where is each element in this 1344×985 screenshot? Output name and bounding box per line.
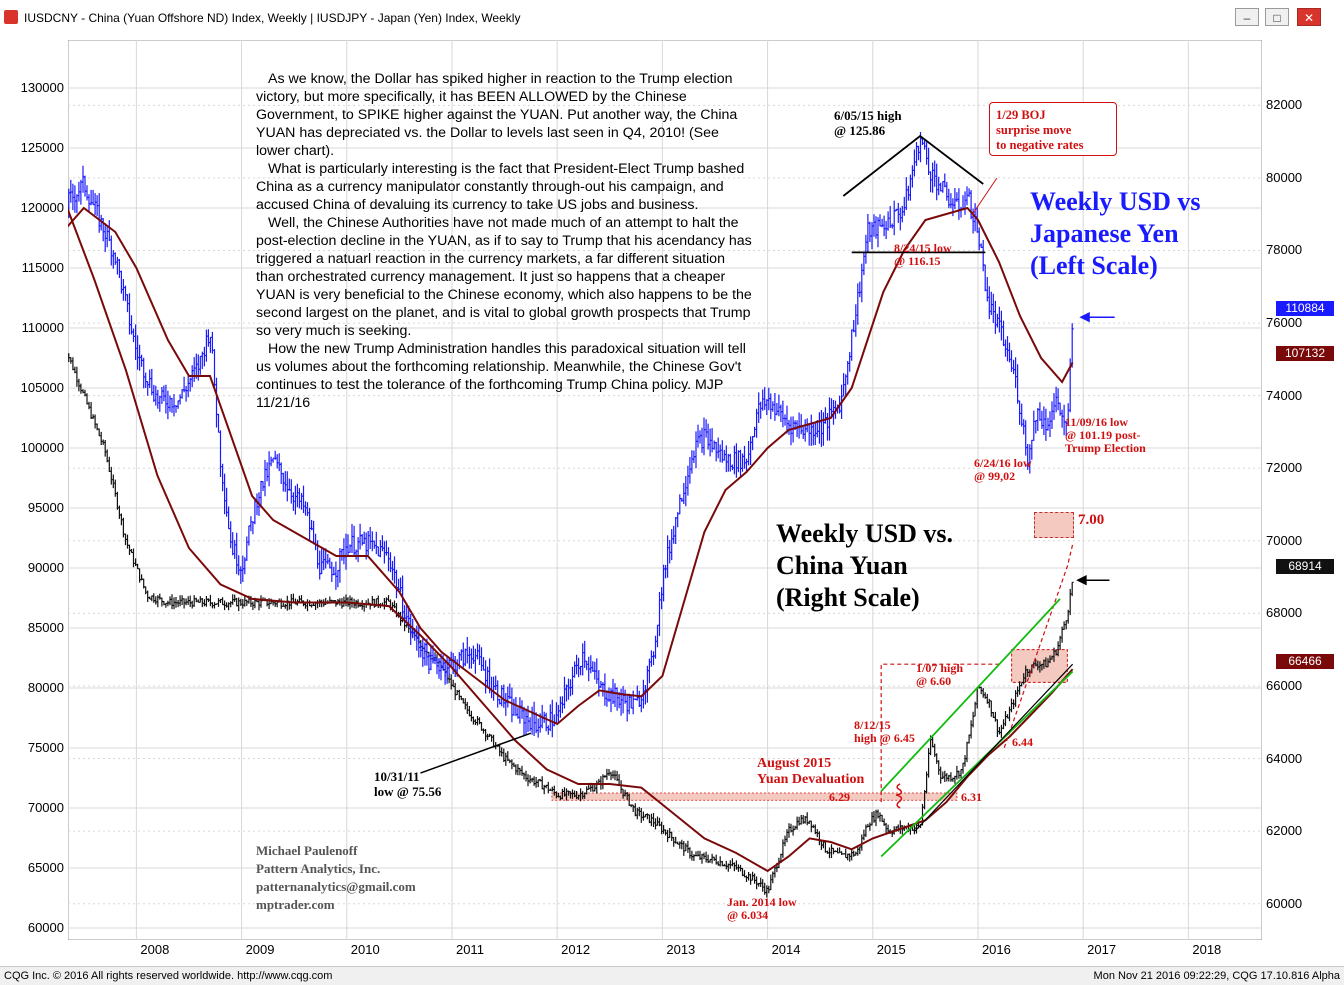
left-tick-label: 110000: [21, 320, 64, 335]
title-bar: IUSDCNY - China (Yuan Offshore ND) Index…: [0, 0, 1344, 41]
yen-low-824-annotation: 8/24/15 low @ 116.15: [894, 241, 952, 268]
commentary-text: As we know, the Dollar has spiked higher…: [256, 70, 756, 412]
left-tick-label: 120000: [20, 200, 64, 215]
yuan-support-line: [914, 663, 1074, 832]
right-tick-label: 60000: [1266, 895, 1303, 911]
yen-low-1109-annotation: 11/09/16 low @ 101.19 post- Trump Electi…: [1065, 415, 1146, 455]
boj-annotation: 1/29 BOJ surprise move to negative rates: [996, 108, 1084, 152]
left-tick-label: 85000: [27, 620, 64, 635]
commentary-paragraph: Well, the Chinese Authorities have not m…: [256, 215, 752, 339]
right-tick-label: 62000: [1266, 823, 1303, 839]
yuan-price-bars: [68, 353, 1074, 898]
right-tick-label: 72000: [1266, 460, 1303, 476]
left-tick-label: 115000: [21, 260, 64, 275]
upper-trend-channel-line: [880, 598, 1061, 792]
yuan-629-annotation: 6.29: [829, 790, 850, 804]
yuan-631-annotation: 6.31: [961, 790, 982, 804]
devaluation-brace: [895, 783, 903, 809]
yuan-ma-value-badge: 66466: [1276, 654, 1334, 669]
yen-moving-average-line: [68, 206, 1074, 726]
right-axis: [1262, 40, 1344, 940]
yuan-moving-average-line: [68, 207, 1074, 873]
left-tick-label: 95000: [27, 500, 64, 515]
right-tick-label: 78000: [1266, 242, 1303, 258]
yuan-812-annotation: 8/12/15 high @ 6.45: [854, 718, 915, 745]
yuan-jan2014-annotation: Jan. 2014 low @ 6.034: [727, 895, 797, 922]
right-tick-label: 76000: [1266, 315, 1303, 331]
right-tick-label: 80000: [1266, 169, 1303, 185]
lower-trend-channel-line: [880, 670, 1074, 858]
status-footer: CQG Inc. © 2016 All rights reserved worl…: [0, 966, 1344, 985]
time-tick-label: 2011: [455, 942, 484, 957]
yen-ma-value-badge: 107132: [1276, 346, 1334, 361]
right-tick-label: 64000: [1266, 750, 1303, 766]
time-tick-label: 2016: [981, 942, 1011, 957]
yen-high-annotation: 6/05/15 high @ 125.86: [834, 108, 902, 138]
author-credit: Michael Paulenoff Pattern Analytics, Inc…: [256, 843, 416, 912]
yen-top-pattern-line: [842, 134, 984, 197]
yuan-target-box: [1034, 512, 1074, 538]
close-button[interactable]: ✕: [1297, 8, 1321, 26]
left-tick-label: 105000: [20, 380, 64, 395]
left-tick-label: 75000: [27, 740, 64, 755]
right-tick-label: 82000: [1266, 97, 1303, 113]
time-tick-label: 2018: [1192, 942, 1222, 957]
left-axis: [0, 40, 68, 940]
devaluation-zone-box: [551, 792, 958, 801]
yuan-644-annotation: 6.44: [1012, 735, 1033, 749]
timestamp-text: Mon Nov 21 2016 09:22:29, CQG 17.10.816 …: [1093, 970, 1340, 982]
yen-last-price-arrow: [1079, 311, 1115, 323]
left-tick-label: 80000: [27, 680, 64, 695]
chart-series: [68, 132, 1115, 898]
commentary-paragraph: How the new Trump Administration handles…: [256, 341, 746, 411]
commentary-paragraph: As we know, the Dollar has spiked higher…: [256, 71, 738, 159]
left-tick-label: 60000: [27, 920, 64, 935]
left-tick-label: 70000: [27, 800, 64, 815]
maximize-button[interactable]: □: [1265, 8, 1289, 26]
window-title: IUSDCNY - China (Yuan Offshore ND) Index…: [24, 11, 521, 25]
time-tick-label: 2012: [561, 942, 591, 957]
time-tick-label: 2008: [140, 942, 170, 957]
yen-last-value-badge: 110884: [1276, 301, 1334, 316]
commentary-paragraph: What is particularly interesting is the …: [256, 161, 745, 213]
cqg-app-icon: [4, 10, 18, 24]
minimize-button[interactable]: –: [1235, 8, 1259, 26]
right-tick-label: 66000: [1266, 677, 1303, 693]
devaluation-annotation: August 2015 Yuan Devaluation: [757, 756, 865, 787]
time-tick-label: 2017: [1087, 942, 1117, 957]
yuan-chart-title: Weekly USD vs. China Yuan (Right Scale): [776, 519, 953, 612]
yuan-low-1031-annotation: 10/31/11 low @ 75.56: [374, 769, 442, 799]
yuan-target-label: 7.00: [1078, 512, 1105, 528]
yuan-last-price-arrow: [1076, 575, 1110, 586]
time-tick-label: 2015: [876, 942, 906, 957]
left-tick-label: 130000: [20, 80, 64, 95]
yen-chart-title: Weekly USD vs Japanese Yen (Left Scale): [1030, 187, 1201, 280]
yen-low-624-annotation: 6/24/16 low @ 99,02: [974, 456, 1032, 483]
time-tick-label: 2014: [771, 942, 801, 957]
time-axis: [0, 940, 1344, 966]
left-tick-label: 125000: [20, 140, 64, 155]
yuan-last-value-badge: 68914: [1276, 559, 1334, 574]
copyright-text: CQG Inc. © 2016 All rights reserved worl…: [4, 970, 333, 982]
yuan-107-annotation: 1/07 high @ 6.60: [916, 661, 964, 688]
time-tick-label: 2010: [350, 942, 380, 957]
yuan-1031-pointer-line: [420, 732, 532, 774]
price-chart[interactable]: [68, 40, 1262, 940]
right-tick-label: 70000: [1266, 532, 1303, 548]
right-tick-label: 68000: [1266, 605, 1303, 621]
right-tick-label: 74000: [1266, 387, 1303, 403]
left-tick-label: 65000: [27, 860, 64, 875]
boj-callout-box: [989, 102, 1117, 156]
time-tick-label: 2009: [245, 942, 275, 957]
left-tick-label: 100000: [20, 440, 64, 455]
yuan-target-projection-line: [1003, 544, 1074, 748]
yuan-107-level-line: [880, 663, 1000, 803]
boj-pointer-line: [972, 177, 998, 215]
time-tick-label: 2013: [666, 942, 696, 957]
left-tick-label: 90000: [27, 560, 64, 575]
